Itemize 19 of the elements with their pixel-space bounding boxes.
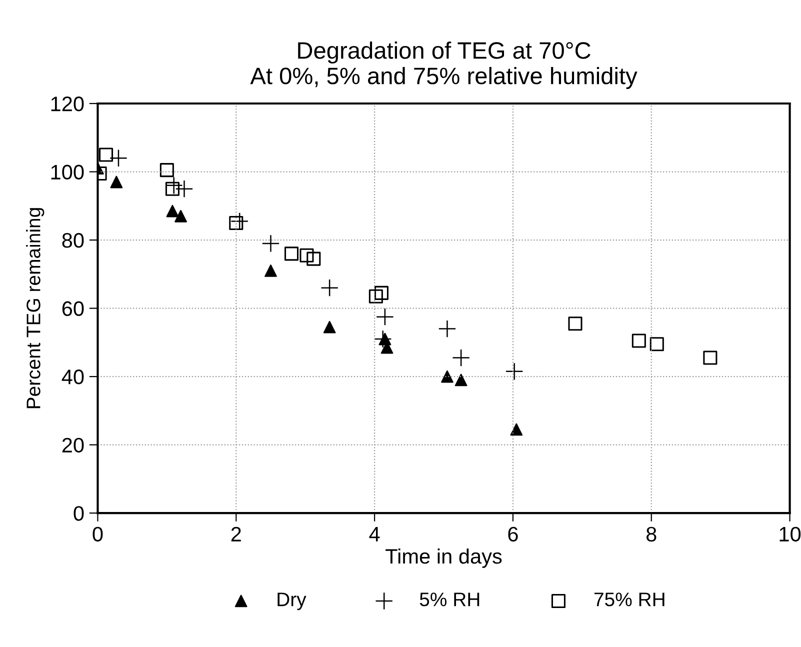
- legend-label: 75% RH: [594, 592, 664, 606]
- legend-label: Dry: [278, 592, 306, 610]
- chart-title: Degradation of TEG at 70°C At 0%, 5% and 75% relative humidity: [250, 42, 638, 89]
- y-tick-label: 40: [62, 370, 84, 384]
- y-axis-title: Percent TEG remaining: [26, 208, 44, 408]
- y-tick-label: 60: [62, 301, 84, 316]
- y-tick-label: 80: [62, 233, 84, 248]
- x-tick-label: 10: [780, 526, 801, 542]
- x-axis-title: Time in days: [386, 548, 502, 568]
- y-tick-label: 20: [62, 438, 84, 453]
- y-tick-label: 120: [51, 96, 84, 112]
- x-tick-label: 4: [369, 527, 380, 542]
- x-tick-label: 6: [508, 526, 518, 542]
- y-tick-label: 100: [51, 164, 84, 180]
- x-tick-label: 2: [231, 526, 241, 542]
- x-tick-label: 0: [92, 526, 103, 542]
- legend-label: 5% RH: [420, 592, 480, 606]
- y-tick-label: 0: [74, 506, 84, 521]
- x-tick-label: 8: [646, 526, 656, 542]
